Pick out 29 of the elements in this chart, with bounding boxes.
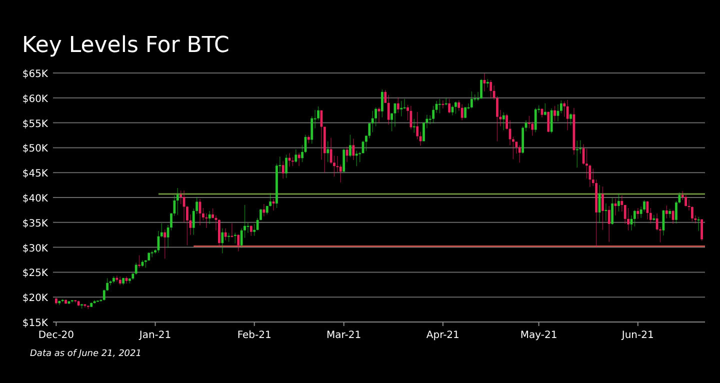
y-tick-label: $15K [22, 318, 48, 329]
x-tick-label: May-21 [520, 330, 558, 341]
y-tick-label: $50K [22, 144, 48, 155]
candlestick [109, 280, 112, 286]
candlestick [476, 92, 480, 102]
y-tick-label: $20K [22, 293, 48, 304]
y-tick-label: $55K [22, 118, 48, 130]
candlestick [652, 214, 656, 222]
y-tick-label: $45K [22, 168, 48, 180]
y-tick-label: $65K [22, 69, 48, 80]
x-tick-label: Jan-21 [138, 330, 172, 341]
x-tick-label: Apr-21 [426, 330, 460, 341]
candlestick [442, 100, 444, 109]
x-tick-label: Feb-21 [237, 330, 272, 341]
candlestick [681, 190, 684, 200]
candlestick [150, 250, 154, 258]
y-tick-label: $40K [22, 194, 48, 204]
y-tick-label: $35K [22, 218, 48, 230]
y-tick-label: $60K [22, 94, 48, 105]
y-tick-label: $25K [22, 268, 48, 280]
x-tick-label: Jun-21 [620, 330, 654, 341]
y-tick-label: $30K [22, 243, 48, 254]
x-tick-label: Mar-21 [326, 330, 362, 341]
text: Data as of June 21, 2021 [30, 349, 142, 359]
candlestick [428, 114, 432, 125]
candlestick [444, 98, 448, 106]
x-tick-label: Dec-20 [38, 330, 74, 341]
chart-title: Key Levels For BTC [22, 33, 230, 58]
candlestick [694, 215, 697, 224]
